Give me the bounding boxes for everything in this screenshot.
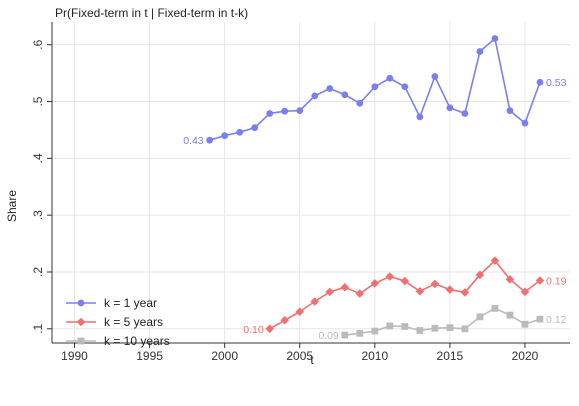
y-tick-label: .2 [31, 267, 45, 277]
x-tick-label: 1995 [136, 349, 163, 363]
start-value-label: 0.43 [183, 135, 204, 147]
data-point [475, 270, 485, 280]
legend-label: k = 5 years [104, 315, 163, 329]
data-point [491, 35, 499, 42]
data-point [445, 285, 455, 294]
legend-label: k = 1 year [104, 296, 157, 310]
data-point [310, 297, 320, 306]
legend-item: k = 10 years [66, 334, 170, 348]
data-point [431, 73, 439, 80]
end-value-label: 0.12 [546, 314, 567, 326]
data-point [520, 287, 530, 297]
data-point [356, 329, 364, 337]
series-2: 0.10 0.19 [243, 256, 567, 336]
data-point [341, 331, 349, 339]
data-point [461, 110, 469, 117]
data-point [386, 74, 394, 82]
data-point [430, 279, 440, 289]
legend-label: k = 10 years [104, 334, 170, 348]
y-axis-title: Share [5, 190, 19, 222]
y-tick-label: .4 [31, 153, 45, 163]
data-point [431, 324, 439, 332]
data-point [400, 276, 410, 286]
data-point [415, 286, 425, 296]
axes [47, 22, 570, 348]
end-value-label: 0.53 [546, 77, 567, 89]
data-point [206, 136, 214, 144]
x-tick-label: 1990 [61, 349, 88, 363]
x-axis-title: t [310, 353, 314, 367]
series-1: 0.43 0.53 [183, 35, 567, 147]
data-point [356, 99, 364, 107]
data-point [460, 288, 470, 297]
x-tick-label: 2000 [211, 349, 238, 363]
tick-labels: 1990 1995 2000 2005 2010 2015 2020 .1 .2 .3 .4 .5 .6 [31, 39, 539, 363]
y-tick-label: .5 [31, 96, 45, 106]
data-point [371, 327, 379, 335]
y-tick-label: .3 [31, 210, 45, 220]
data-point [340, 283, 350, 292]
data-point [416, 327, 424, 334]
legend-item: k = 1 year [66, 296, 157, 310]
data-point [506, 107, 514, 115]
data-point [265, 324, 275, 334]
data-point [505, 275, 515, 284]
data-point [535, 276, 545, 285]
series: 0.43 0.53 0.10 0.19 0.09 0.12 [183, 35, 567, 342]
legend: k = 1 year k = 5 years k = 10 years [66, 296, 170, 348]
x-tick-label: 2005 [286, 349, 313, 363]
gridlines [52, 22, 570, 343]
data-point [476, 313, 484, 321]
data-point [326, 85, 334, 92]
data-point [370, 279, 380, 288]
y-tick-label: .1 [31, 323, 45, 333]
x-tick-label: 2010 [361, 349, 388, 363]
series-3: 0.09 0.12 [318, 304, 567, 342]
start-value-label: 0.09 [318, 330, 339, 342]
data-point [461, 325, 469, 333]
data-point [236, 128, 244, 136]
data-point [266, 110, 274, 117]
end-value-label: 0.19 [546, 276, 567, 288]
data-point [521, 119, 529, 127]
data-point [311, 92, 319, 100]
data-point [221, 132, 229, 140]
data-point [521, 320, 529, 328]
data-point [446, 324, 454, 332]
data-point [355, 289, 365, 298]
data-point [325, 287, 335, 297]
data-point [490, 256, 500, 265]
data-point [280, 315, 290, 325]
data-point [476, 48, 484, 55]
data-point [401, 323, 409, 330]
data-point [506, 311, 514, 319]
data-point [386, 322, 394, 330]
start-value-label: 0.10 [243, 324, 264, 336]
x-tick-label: 2020 [512, 349, 539, 363]
legend-item: k = 5 years [66, 315, 163, 329]
data-point [536, 78, 544, 86]
x-tick-label: 2015 [437, 349, 464, 363]
data-point [385, 272, 395, 281]
data-point [371, 83, 379, 91]
y-tick-label: .6 [31, 39, 45, 49]
data-point [281, 107, 289, 115]
data-point [296, 107, 304, 115]
data-point [401, 83, 409, 91]
data-point [251, 124, 259, 132]
legend-swatch-marker [77, 337, 85, 345]
chart-title: Pr(Fixed-term in t | Fixed-term in t-k) [55, 6, 248, 20]
legend-swatch-marker [76, 317, 86, 327]
data-point [295, 307, 305, 317]
data-point [491, 304, 499, 312]
data-point [446, 104, 454, 112]
data-point [341, 91, 349, 99]
data-point [416, 113, 424, 121]
legend-swatch-marker [77, 299, 85, 307]
data-point [536, 315, 544, 323]
